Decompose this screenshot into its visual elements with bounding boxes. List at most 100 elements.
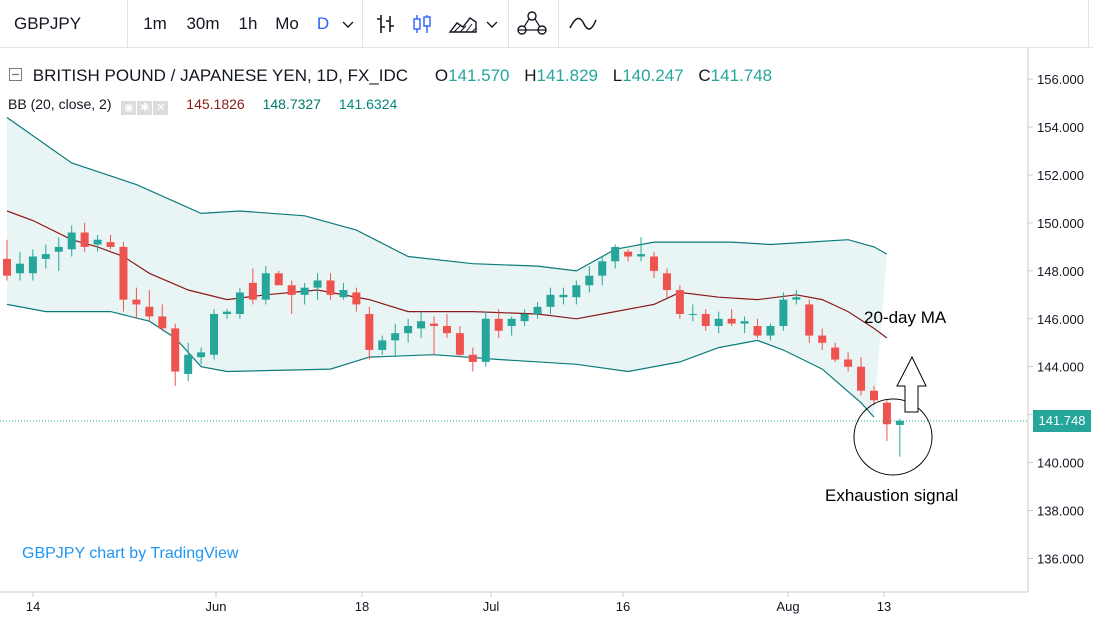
close-icon[interactable]: ✕ — [153, 101, 169, 115]
candle-body — [882, 402, 891, 425]
candle — [67, 225, 76, 257]
indicator-legend: BB (20, close, 2) ◉ ✱ ✕ 145.1826 148.7327 … — [8, 96, 397, 115]
symbol-search[interactable]: GBPJPY — [0, 0, 128, 47]
time-tick-label: Aug — [776, 599, 799, 614]
candle-body — [80, 232, 89, 247]
price-tick-label: 144.000 — [1037, 360, 1084, 375]
candle-body — [119, 246, 128, 300]
interval-1m[interactable]: 1m — [143, 14, 167, 33]
candle-body — [15, 263, 24, 274]
price-tick-label: 148.000 — [1037, 264, 1084, 279]
candle-body — [339, 290, 348, 298]
candle-body — [598, 261, 607, 276]
candle-body — [766, 325, 775, 336]
candle-body — [753, 325, 762, 336]
bb-upper-value: 148.7327 — [262, 96, 321, 112]
candle — [766, 323, 775, 341]
candle-body — [132, 299, 141, 305]
interval-1h[interactable]: 1h — [238, 14, 258, 33]
candle-body — [650, 256, 658, 271]
candle-body — [3, 258, 11, 276]
candle-body — [41, 254, 50, 259]
candle-body — [326, 280, 335, 295]
candle — [313, 273, 322, 300]
price-tick-label: 154.000 — [1037, 120, 1084, 135]
candle-body — [714, 318, 723, 326]
candle — [559, 287, 568, 305]
candle-body — [494, 318, 503, 331]
price-tick-label: 146.000 — [1037, 312, 1084, 327]
candle-style-icon[interactable] — [410, 12, 434, 36]
candle-body — [688, 314, 697, 316]
candle-body — [895, 420, 904, 425]
price-tick-label: 140.000 — [1037, 456, 1084, 471]
toolbar-divider — [1088, 0, 1089, 47]
area-style-icon[interactable] — [448, 12, 478, 36]
candle-body — [287, 285, 296, 295]
candle-body — [106, 242, 115, 247]
candle — [235, 287, 244, 319]
time-tick-label: 18 — [355, 599, 369, 614]
candle — [637, 237, 646, 262]
candle — [248, 268, 257, 305]
candle — [132, 287, 141, 319]
candle-body — [54, 246, 63, 252]
collapse-legend-icon[interactable] — [8, 67, 24, 83]
compare-icon[interactable] — [516, 10, 548, 38]
candle — [339, 282, 348, 300]
candle — [54, 237, 63, 271]
bollinger-band-fill — [7, 117, 887, 418]
candle-body — [624, 251, 633, 257]
candle-body — [869, 390, 878, 401]
interval-mo[interactable]: Mo — [275, 14, 299, 33]
open-value: 141.570 — [448, 66, 510, 85]
candle — [171, 323, 180, 386]
candle-body — [442, 325, 451, 334]
up-arrow-icon — [896, 355, 927, 413]
candle — [779, 292, 788, 331]
tradingview-watermark[interactable]: GBPJPY chart by TradingView — [22, 545, 239, 562]
candle-body — [468, 354, 477, 362]
candle — [869, 385, 878, 406]
eye-icon[interactable]: ◉ — [121, 101, 137, 115]
candle — [41, 244, 50, 269]
candle-body — [404, 325, 413, 334]
candle — [572, 280, 581, 305]
candle-body — [274, 273, 283, 286]
candle — [611, 244, 620, 269]
candle-body — [365, 314, 374, 350]
price-axis[interactable]: 136.000138.000140.000142.000144.000146.0… — [1028, 72, 1084, 566]
chevron-down-icon[interactable] — [484, 16, 500, 32]
candle-body — [546, 294, 555, 307]
candle — [430, 316, 439, 355]
time-tick-label: 13 — [877, 599, 891, 614]
candle — [805, 299, 814, 343]
candle — [895, 418, 904, 457]
interval-30m[interactable]: 30m — [186, 14, 220, 33]
candle-body — [611, 246, 620, 262]
ma-annotation: 20-day MA — [864, 308, 947, 327]
symbol-title: BRITISH POUND / JAPANESE YEN, 1D, FX_IDC — [32, 66, 409, 85]
candle-body — [171, 328, 180, 372]
gear-icon[interactable]: ✱ — [137, 101, 153, 115]
time-tick-label: 16 — [616, 599, 630, 614]
indicator-name: BB (20, close, 2) — [8, 96, 112, 112]
candle — [391, 323, 400, 358]
bollinger-upper-band — [6, 117, 888, 272]
chevron-down-icon[interactable] — [340, 16, 356, 32]
candle — [650, 251, 658, 279]
candle — [714, 311, 723, 334]
candle-body — [481, 318, 490, 362]
bar-style-icon[interactable] — [374, 12, 398, 36]
candle — [585, 266, 594, 293]
candle — [624, 249, 633, 262]
candle — [119, 242, 128, 312]
candle-body — [740, 321, 749, 324]
candle-body — [675, 290, 684, 315]
candle — [184, 342, 193, 382]
toolbar-divider — [362, 0, 363, 47]
interval-d[interactable]: D — [316, 14, 330, 33]
time-axis[interactable]: 14 Jun 18 Jul 16 Aug 13 — [26, 592, 891, 614]
indicators-icon[interactable] — [568, 14, 598, 34]
